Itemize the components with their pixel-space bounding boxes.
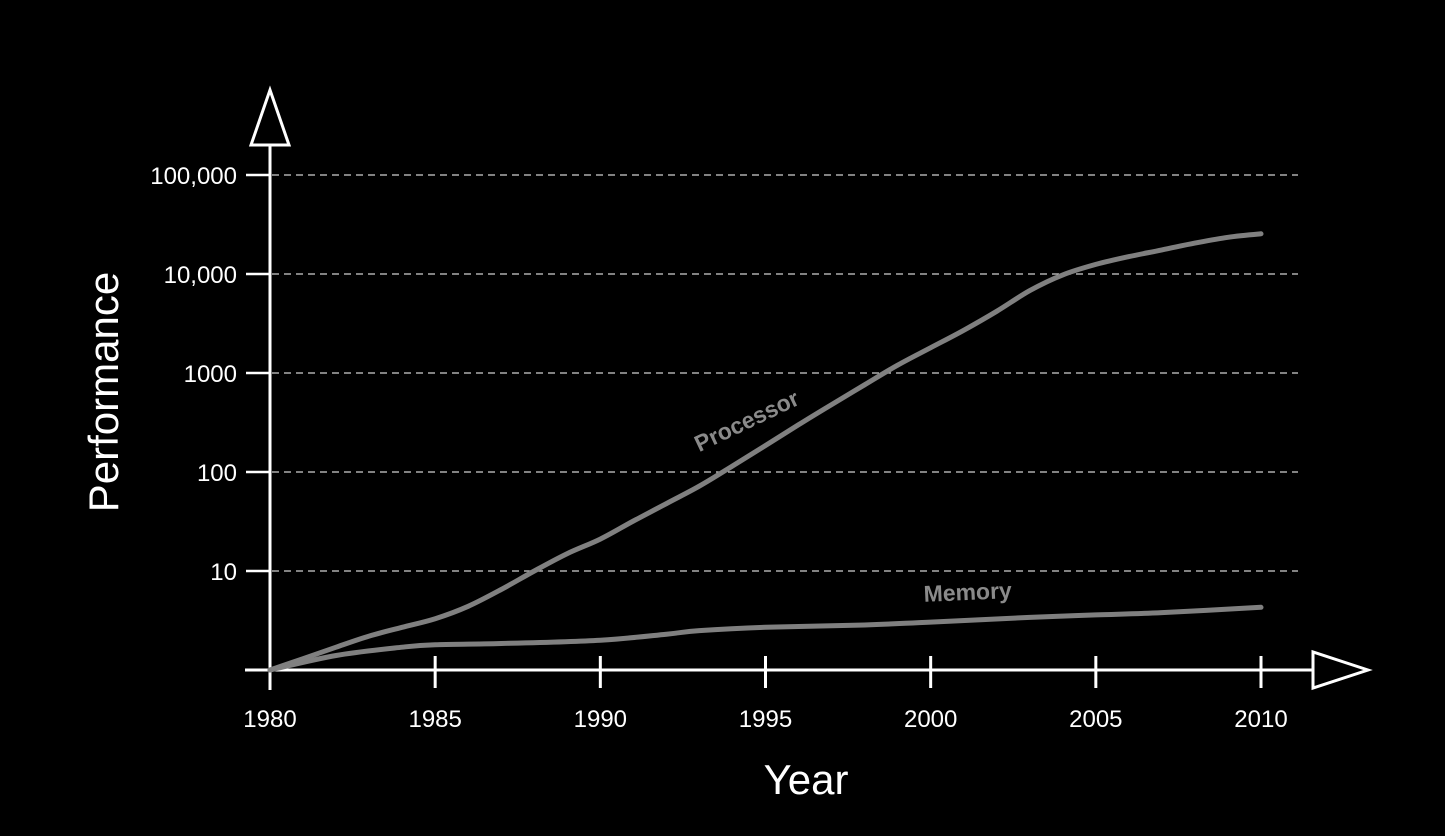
axes (245, 85, 1373, 691)
y-tick-label: 100 (197, 460, 237, 487)
x-tick-label: 2010 (1234, 706, 1287, 733)
x-tick-label: 1985 (408, 706, 461, 733)
x-tick-label: 1980 (243, 706, 296, 733)
series-line-processor (267, 231, 1264, 673)
x-tick-label: 1990 (574, 706, 627, 733)
y-tick-label: 100,000 (150, 163, 237, 190)
y-tick-label: 10 (210, 559, 237, 586)
x-ticks: 1980 1985 1990 1995 2000 2005 2010 (243, 656, 1288, 733)
x-axis-arrow (1311, 649, 1373, 691)
series-lines (267, 231, 1264, 673)
x-tick-label: 2000 (904, 706, 957, 733)
series-label-memory: Memory (923, 577, 1012, 607)
grid-lines (272, 174, 1298, 572)
series-label-processor: Processor (690, 385, 803, 457)
x-axis-title: Year (764, 756, 849, 803)
x-tick-label: 2005 (1069, 706, 1122, 733)
y-ticks: 10 100 1000 10,000 100,000 (150, 163, 270, 586)
y-axis-title: Performance (80, 272, 127, 512)
y-tick-label: 10,000 (164, 262, 237, 289)
y-tick-label: 1000 (184, 361, 237, 388)
series-line-memory (267, 604, 1264, 673)
x-tick-label: 1995 (739, 706, 792, 733)
y-axis-arrow (248, 85, 292, 147)
